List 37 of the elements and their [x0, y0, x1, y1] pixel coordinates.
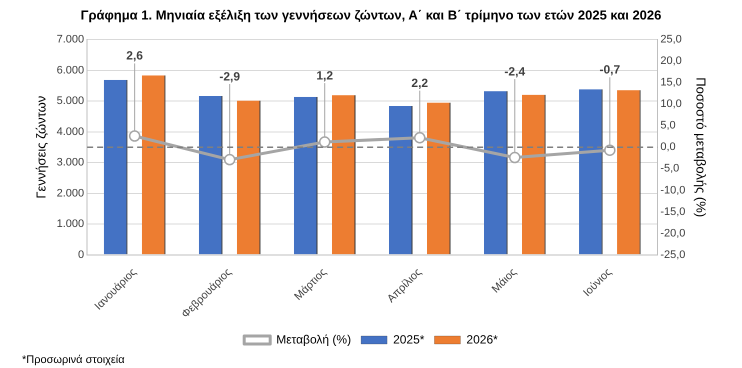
y-tick-label: 1.000 [56, 218, 84, 230]
y2-axis-title: Ποσοστό μεταβολής (%) [694, 77, 709, 218]
y2-tick-label: 20,0 [660, 55, 682, 68]
legend-label: 2026* [466, 332, 498, 346]
data-label: -2,4 [504, 64, 526, 78]
text: *Προσωρινά στοιχεία [22, 354, 125, 366]
y2-tick-label: -5,0 [660, 162, 680, 175]
data-label: 1,2 [316, 68, 334, 82]
y-tick-label: 6.000 [56, 64, 84, 76]
y2-tick-label: 5,0 [660, 120, 676, 132]
point [509, 152, 521, 164]
data-label: -2,9 [219, 69, 240, 84]
point [414, 132, 426, 144]
point [318, 136, 330, 148]
y2-tick-label: 10,0 [660, 98, 682, 110]
y2-tick-label: -15,0 [660, 206, 686, 218]
y2-tick-label: -20,0 [660, 227, 686, 240]
y-tick-label: 4.000 [56, 126, 84, 138]
y2-tick-label: -10,0 [660, 184, 686, 196]
data-label: -0,7 [599, 62, 620, 77]
y-tick-label: 0 [78, 248, 84, 261]
data-label: 2,2 [411, 76, 428, 90]
y-tick-label: 2.000 [56, 187, 84, 200]
y-tick-label: 3.000 [56, 156, 84, 169]
data-label: 2,6 [126, 48, 144, 63]
y-tick-label: 7.000 [56, 34, 84, 46]
y2-tick-label: 25,0 [660, 34, 682, 46]
chart-title: Γράφημα 1. Μηνιαία εξέλιξη των γεννήσεων ζώντων, Α΄ και Β΄ τρίμηνο των ετών 2025 και 2026 [80, 7, 662, 22]
y-tick-label: 5.000 [56, 95, 84, 108]
y-axis-title: Γεννήσεις ζώντων [33, 96, 48, 199]
point [128, 130, 140, 142]
y2-tick-label: -25,0 [660, 248, 686, 261]
legend-label: Μεταβολή (%) [276, 332, 352, 346]
legend-label: 2025* [393, 332, 425, 346]
point [224, 154, 236, 166]
y2-tick-label: 15,0 [660, 76, 682, 89]
y2-tick-label: 0,0 [660, 141, 676, 154]
